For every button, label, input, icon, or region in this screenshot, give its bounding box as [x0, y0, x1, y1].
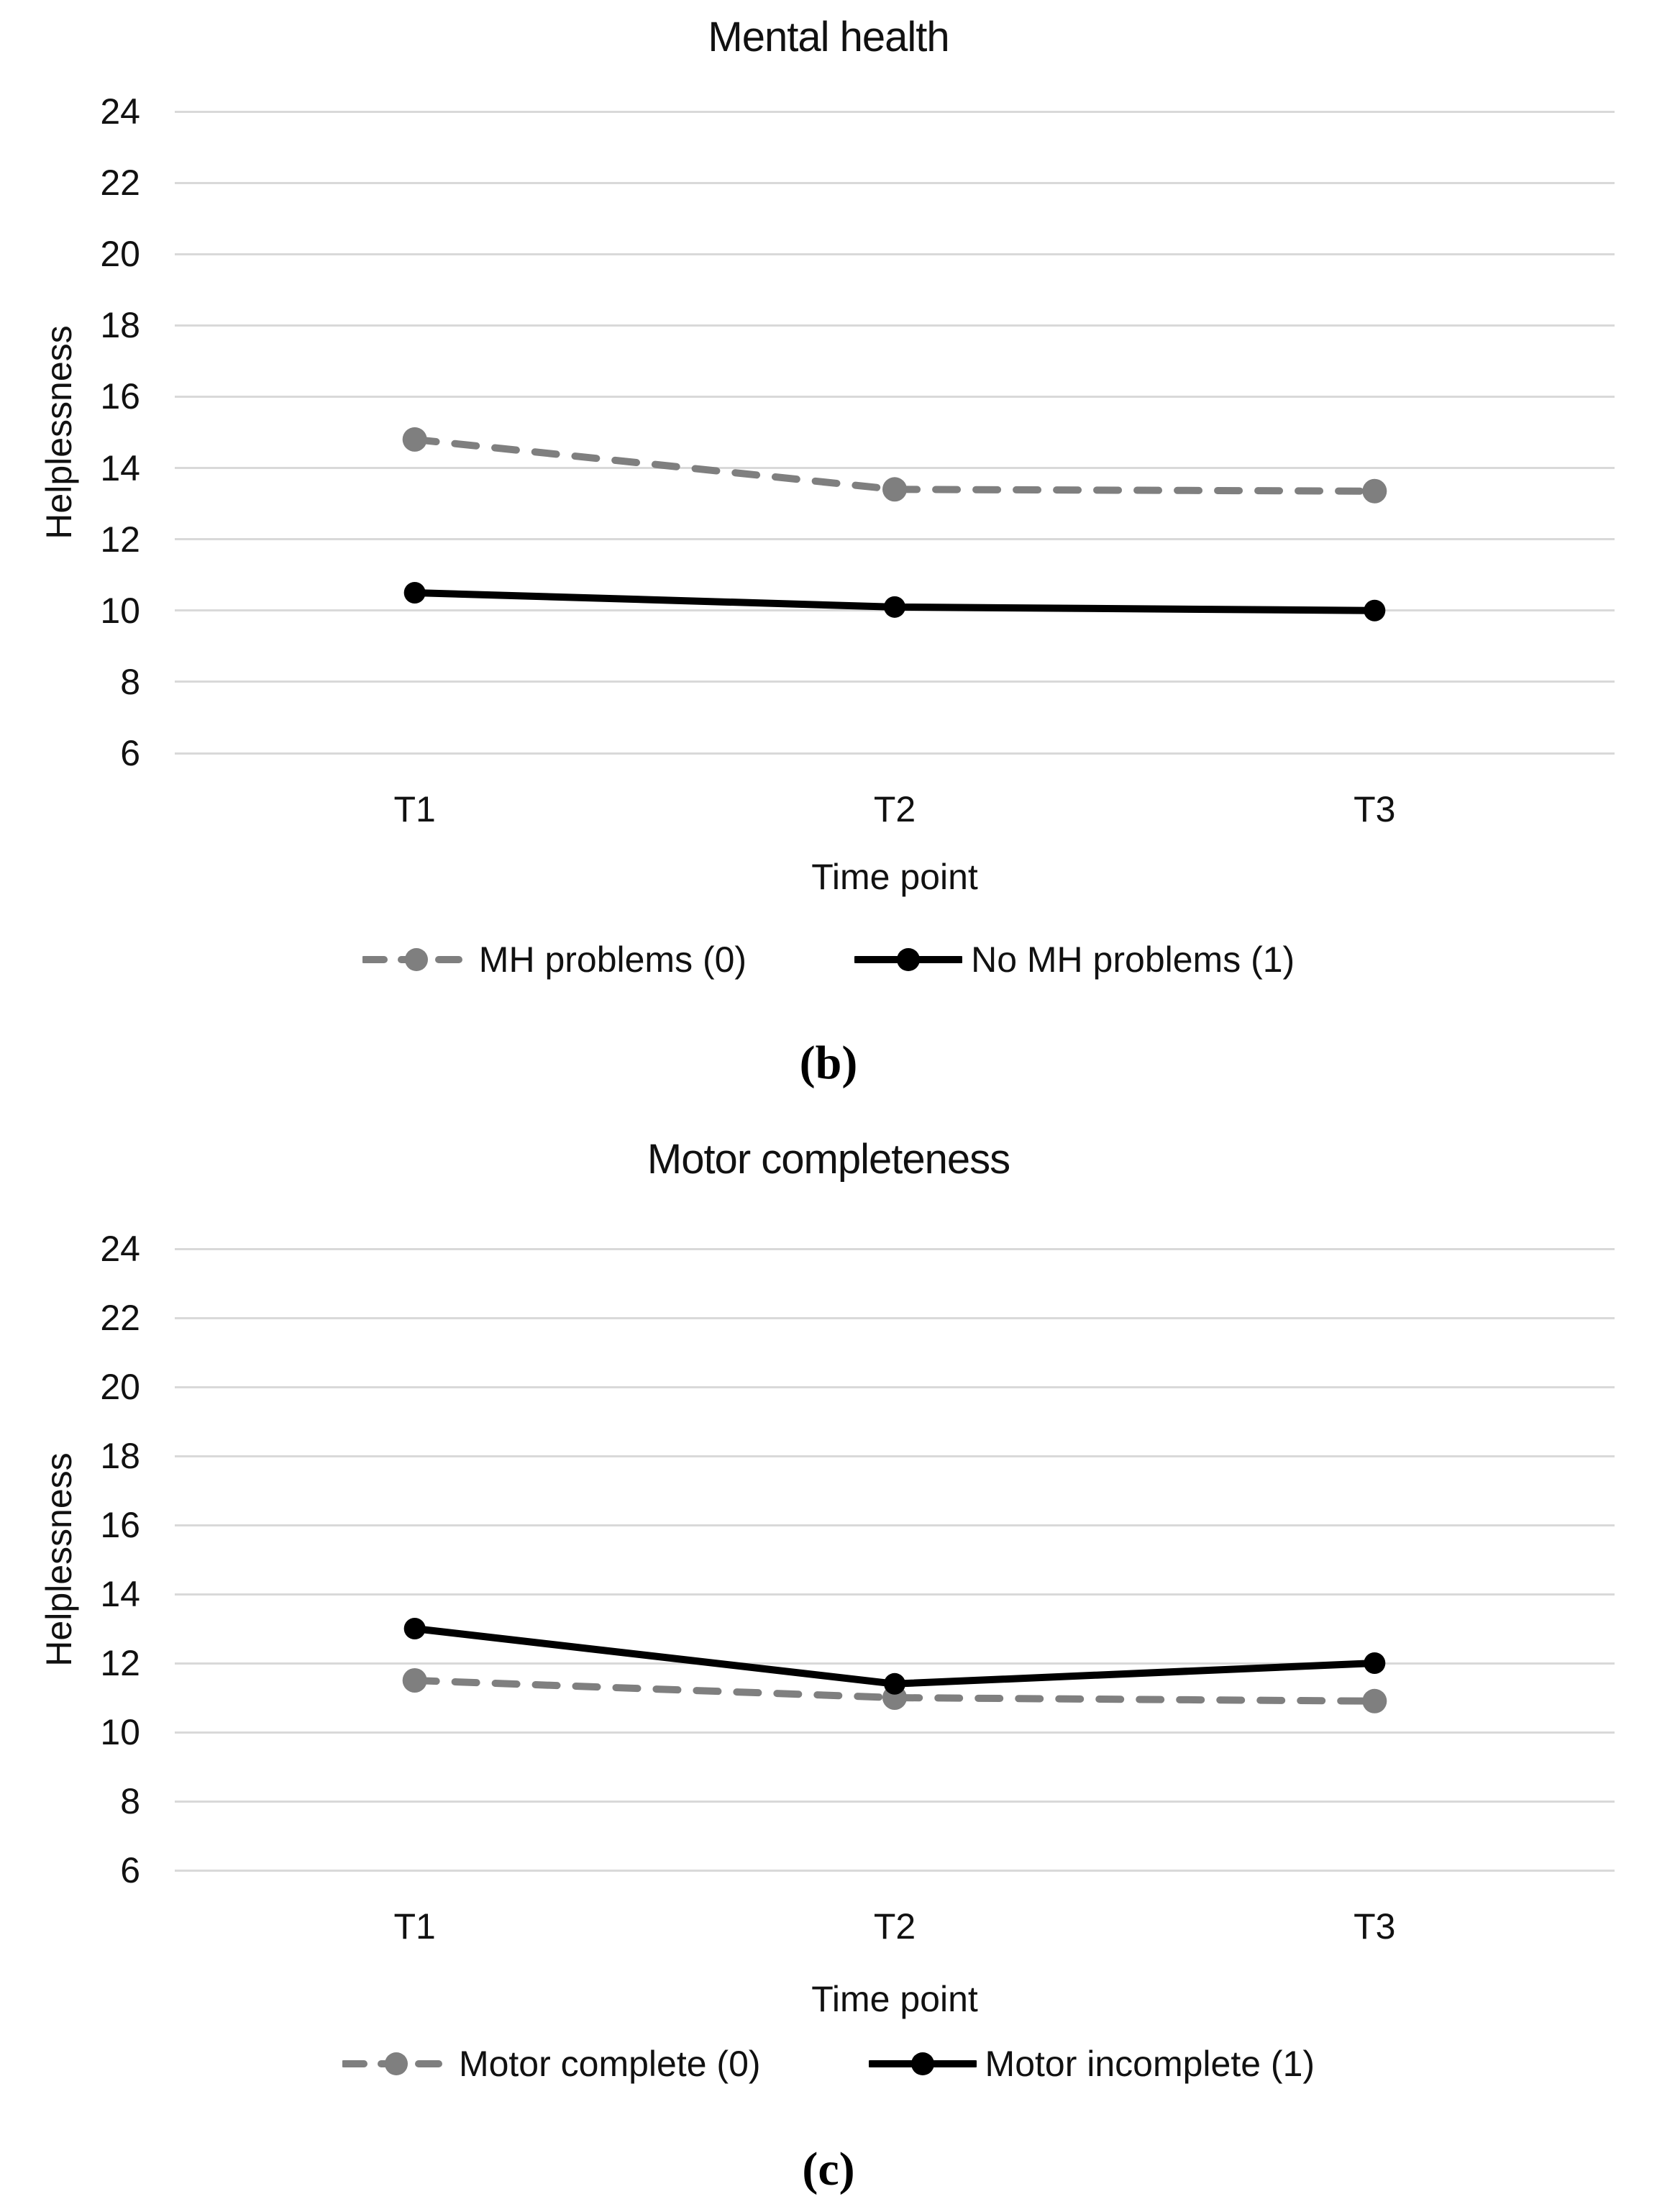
y-tick-label: 16	[100, 1505, 140, 1545]
data-point-marker	[882, 477, 907, 502]
gridline-12	[175, 538, 1615, 541]
legend-marker	[854, 948, 963, 971]
y-axis-label: Helplessness	[39, 1452, 79, 1667]
x-tick-label: T2	[873, 1906, 916, 1947]
y-tick-label: 22	[100, 163, 140, 204]
gridline-22	[175, 181, 1615, 184]
x-tick-label: T2	[873, 789, 916, 829]
y-tick-label: 6	[120, 1850, 140, 1890]
data-point-marker	[402, 1668, 427, 1693]
y-tick-label: 10	[100, 1712, 140, 1752]
legend-marker	[868, 2052, 977, 2075]
data-point-marker	[1362, 478, 1387, 504]
motor-completeness-chart: Motor completeness Helplessness Time poi…	[0, 1122, 1657, 2212]
gridline-16	[175, 1524, 1615, 1526]
x-tick-label: T3	[1354, 789, 1396, 829]
y-tick-label: 20	[100, 1367, 140, 1407]
panel-label-c: (c)	[802, 2143, 855, 2195]
x-axis-label: Time point	[811, 857, 978, 897]
data-point-marker	[884, 1672, 905, 1695]
gridline-18	[175, 324, 1615, 327]
gridline-18	[175, 1455, 1615, 1457]
plot-area	[175, 110, 1615, 755]
gridline-24	[175, 110, 1615, 113]
series-plot	[402, 427, 1387, 622]
y-tick-label: 10	[100, 590, 140, 631]
panel-label-b: (b)	[799, 1037, 858, 1089]
gridline-14	[175, 1593, 1615, 1596]
legend-item: Motor incomplete (1)	[868, 2043, 1315, 2085]
y-tick-label: 20	[100, 234, 140, 275]
gridline-24	[175, 1247, 1615, 1250]
gridline-20	[175, 1385, 1615, 1388]
gridline-12	[175, 1662, 1615, 1665]
mental-health-chart: Mental health Helplessness Time point MH…	[0, 14, 1657, 1089]
legend-label: Motor incomplete (1)	[985, 2044, 1315, 2084]
series-plot	[402, 1618, 1387, 1713]
legend-item: No MH problems (1)	[854, 939, 1295, 980]
y-tick-label: 22	[100, 1298, 140, 1338]
gridline-8	[175, 681, 1615, 683]
legend-item: Motor complete (0)	[342, 2043, 761, 2085]
gridline-22	[175, 1316, 1615, 1319]
gridline-20	[175, 252, 1615, 255]
gridline-8	[175, 1800, 1615, 1803]
y-tick-label: 12	[100, 519, 140, 560]
plot-area	[175, 1247, 1615, 1872]
legend-marker	[342, 2052, 450, 2075]
y-tick-label: 8	[120, 661, 140, 702]
y-tick-label: 6	[120, 733, 140, 773]
y-tick-label: 16	[100, 376, 140, 417]
x-axis-label: Time point	[811, 1979, 978, 2019]
gridline-14	[175, 467, 1615, 470]
chart-title: Motor completeness	[647, 1136, 1010, 1183]
data-point-marker	[1362, 1688, 1387, 1713]
chart-title: Mental health	[708, 14, 949, 60]
legend-label: No MH problems (1)	[971, 939, 1295, 980]
data-point-marker	[1364, 599, 1386, 622]
y-tick-label: 18	[100, 1436, 140, 1476]
x-tick-label: T1	[393, 789, 436, 829]
legend-label: Motor complete (0)	[458, 2044, 761, 2084]
y-tick-label: 14	[100, 1574, 140, 1614]
y-tick-label: 12	[100, 1643, 140, 1683]
data-point-marker	[1364, 1652, 1386, 1674]
legend: Motor complete (0) Motor incomplete (1)	[0, 2043, 1657, 2085]
data-point-marker	[884, 596, 905, 618]
legend-marker	[362, 948, 470, 971]
data-point-marker	[403, 582, 426, 604]
legend: MH problems (0) No MH problems (1)	[0, 939, 1657, 980]
y-tick-label: 14	[100, 447, 140, 488]
x-tick-label: T3	[1354, 1906, 1396, 1947]
legend-label: MH problems (0)	[478, 939, 747, 980]
y-tick-label: 18	[100, 305, 140, 346]
data-point-marker	[402, 427, 427, 452]
legend-item: MH problems (0)	[362, 939, 747, 980]
gridline-6	[175, 1869, 1615, 1872]
gridline-10	[175, 1731, 1615, 1734]
y-tick-label: 8	[120, 1781, 140, 1821]
y-tick-label: 24	[100, 91, 140, 132]
y-axis-label: Helplessness	[39, 325, 79, 540]
gridline-16	[175, 395, 1615, 398]
data-point-marker	[403, 1618, 426, 1639]
y-tick-label: 24	[100, 1229, 140, 1269]
x-tick-label: T1	[393, 1906, 436, 1947]
gridline-6	[175, 752, 1615, 755]
